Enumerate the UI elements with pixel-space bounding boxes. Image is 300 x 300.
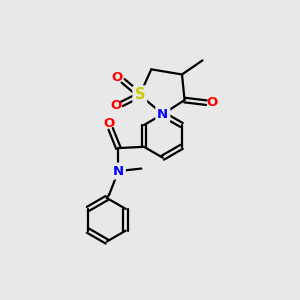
Text: O: O (111, 99, 122, 112)
Text: O: O (103, 117, 114, 130)
Text: N: N (157, 108, 168, 121)
Text: N: N (113, 165, 124, 178)
Text: S: S (134, 88, 145, 103)
Text: O: O (206, 96, 218, 109)
Text: O: O (112, 71, 123, 84)
